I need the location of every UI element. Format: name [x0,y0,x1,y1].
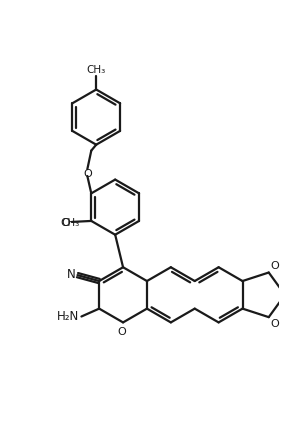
Text: H₂N: H₂N [57,310,80,323]
Text: O: O [83,169,92,179]
Text: CH₃: CH₃ [87,65,106,75]
Text: O: O [271,319,279,329]
Text: N: N [67,268,76,281]
Text: O: O [61,218,70,228]
Text: O: O [118,327,126,337]
Text: O: O [271,260,279,270]
Text: CH₃: CH₃ [60,218,79,228]
